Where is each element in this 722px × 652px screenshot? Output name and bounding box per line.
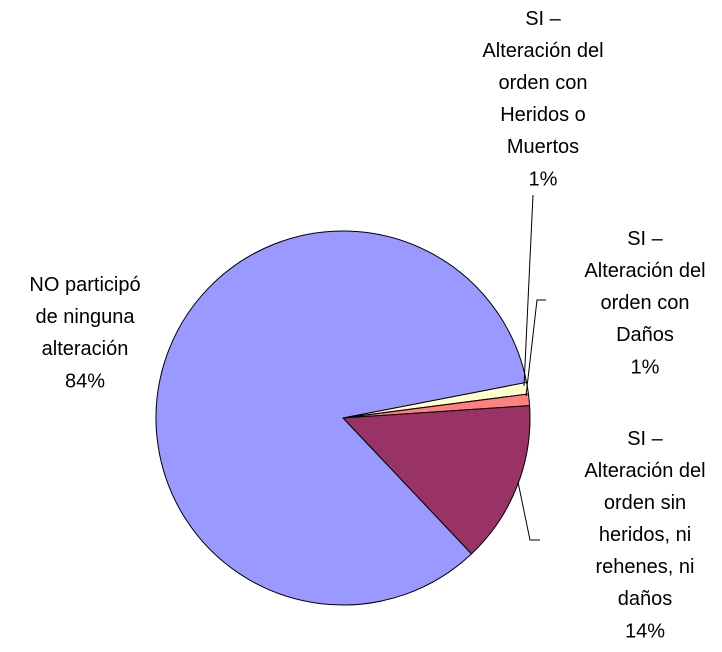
label-line: SI – xyxy=(627,228,663,250)
label-line: Muertos xyxy=(507,136,579,158)
slice-value-label: 1% xyxy=(631,356,660,378)
label-line: Alteración del xyxy=(584,260,705,282)
label-line: Alteración del xyxy=(482,40,603,62)
leader-line xyxy=(525,299,546,397)
label-line: orden con xyxy=(601,292,690,314)
label-line: Daños xyxy=(616,324,674,346)
leader-line xyxy=(523,194,534,387)
slice-label: NO participó de ninguna alteración xyxy=(29,274,140,360)
slice-label: SI – Alteración del orden sin heridos, ni re… xyxy=(584,428,705,610)
label-line: Alteración del xyxy=(584,460,705,482)
label-line: de ninguna xyxy=(36,306,136,328)
label-line: SI – xyxy=(627,428,663,450)
label-line: heridos, ni xyxy=(599,524,691,546)
label-line: orden con xyxy=(499,72,588,94)
label-line: SI – xyxy=(525,8,561,30)
leader-line xyxy=(517,481,540,541)
label-line: daños xyxy=(618,588,673,610)
slice-value-label: 14% xyxy=(625,620,665,642)
label-line: NO participó xyxy=(29,274,140,296)
label-line: rehenes, ni xyxy=(596,556,695,578)
pie-slice xyxy=(155,230,528,606)
slice-value-label: 1% xyxy=(529,168,558,190)
slice-label: SI – Alteración del orden con Heridos o Muer… xyxy=(482,8,603,158)
pie-slice xyxy=(341,405,531,555)
label-line: Heridos o xyxy=(500,104,586,126)
label-line: alteración xyxy=(42,338,129,360)
slice-value-label: 84% xyxy=(65,370,105,392)
label-line: orden sin xyxy=(604,492,686,514)
slice-label: SI – Alteración del orden con Daños xyxy=(584,228,705,346)
